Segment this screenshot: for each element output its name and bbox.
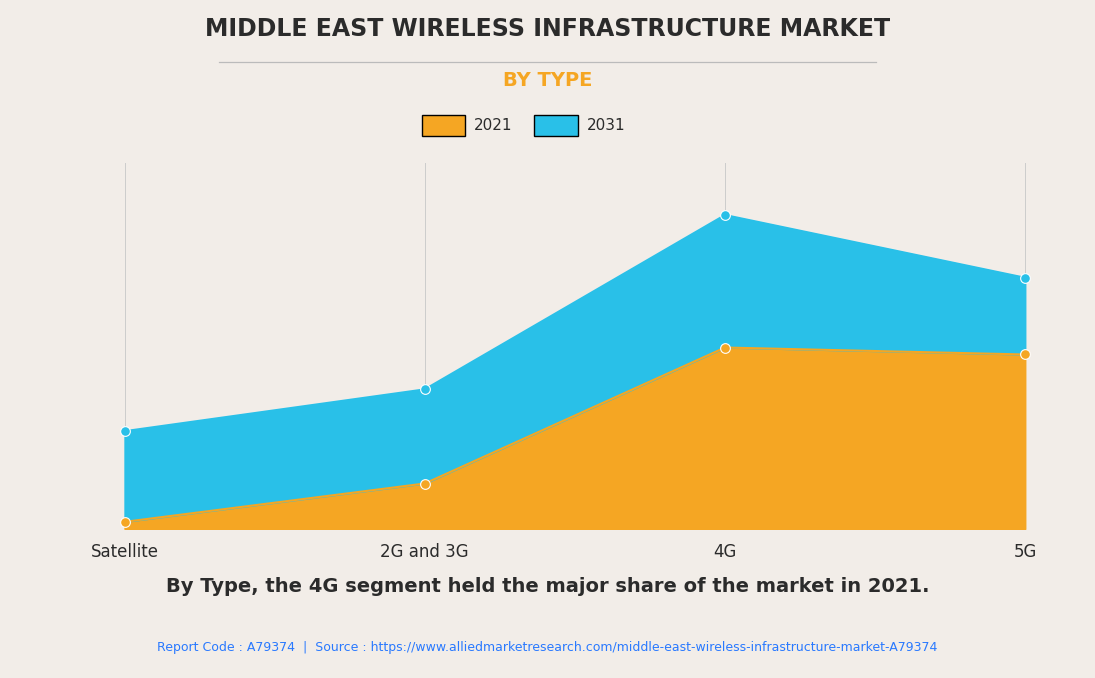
Text: 2031: 2031	[587, 118, 625, 133]
Text: MIDDLE EAST WIRELESS INFRASTRUCTURE MARKET: MIDDLE EAST WIRELESS INFRASTRUCTURE MARK…	[205, 17, 890, 41]
Point	[416, 384, 434, 395]
Point	[716, 210, 734, 220]
Point	[716, 342, 734, 353]
Text: Report Code : A79374  |  Source : https://www.alliedmarketresearch.com/middle-ea: Report Code : A79374 | Source : https://…	[158, 641, 937, 654]
Point	[1016, 273, 1034, 283]
Text: 2021: 2021	[474, 118, 512, 133]
Point	[1016, 349, 1034, 360]
Point	[116, 426, 134, 437]
Text: By Type, the 4G segment held the major share of the market in 2021.: By Type, the 4G segment held the major s…	[165, 577, 930, 596]
Point	[116, 517, 134, 527]
Text: BY TYPE: BY TYPE	[503, 71, 592, 90]
Point	[416, 478, 434, 489]
